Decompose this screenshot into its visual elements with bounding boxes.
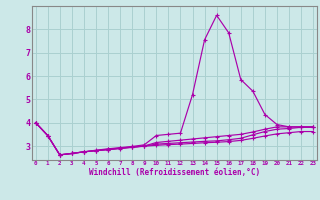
X-axis label: Windchill (Refroidissement éolien,°C): Windchill (Refroidissement éolien,°C): [89, 168, 260, 177]
